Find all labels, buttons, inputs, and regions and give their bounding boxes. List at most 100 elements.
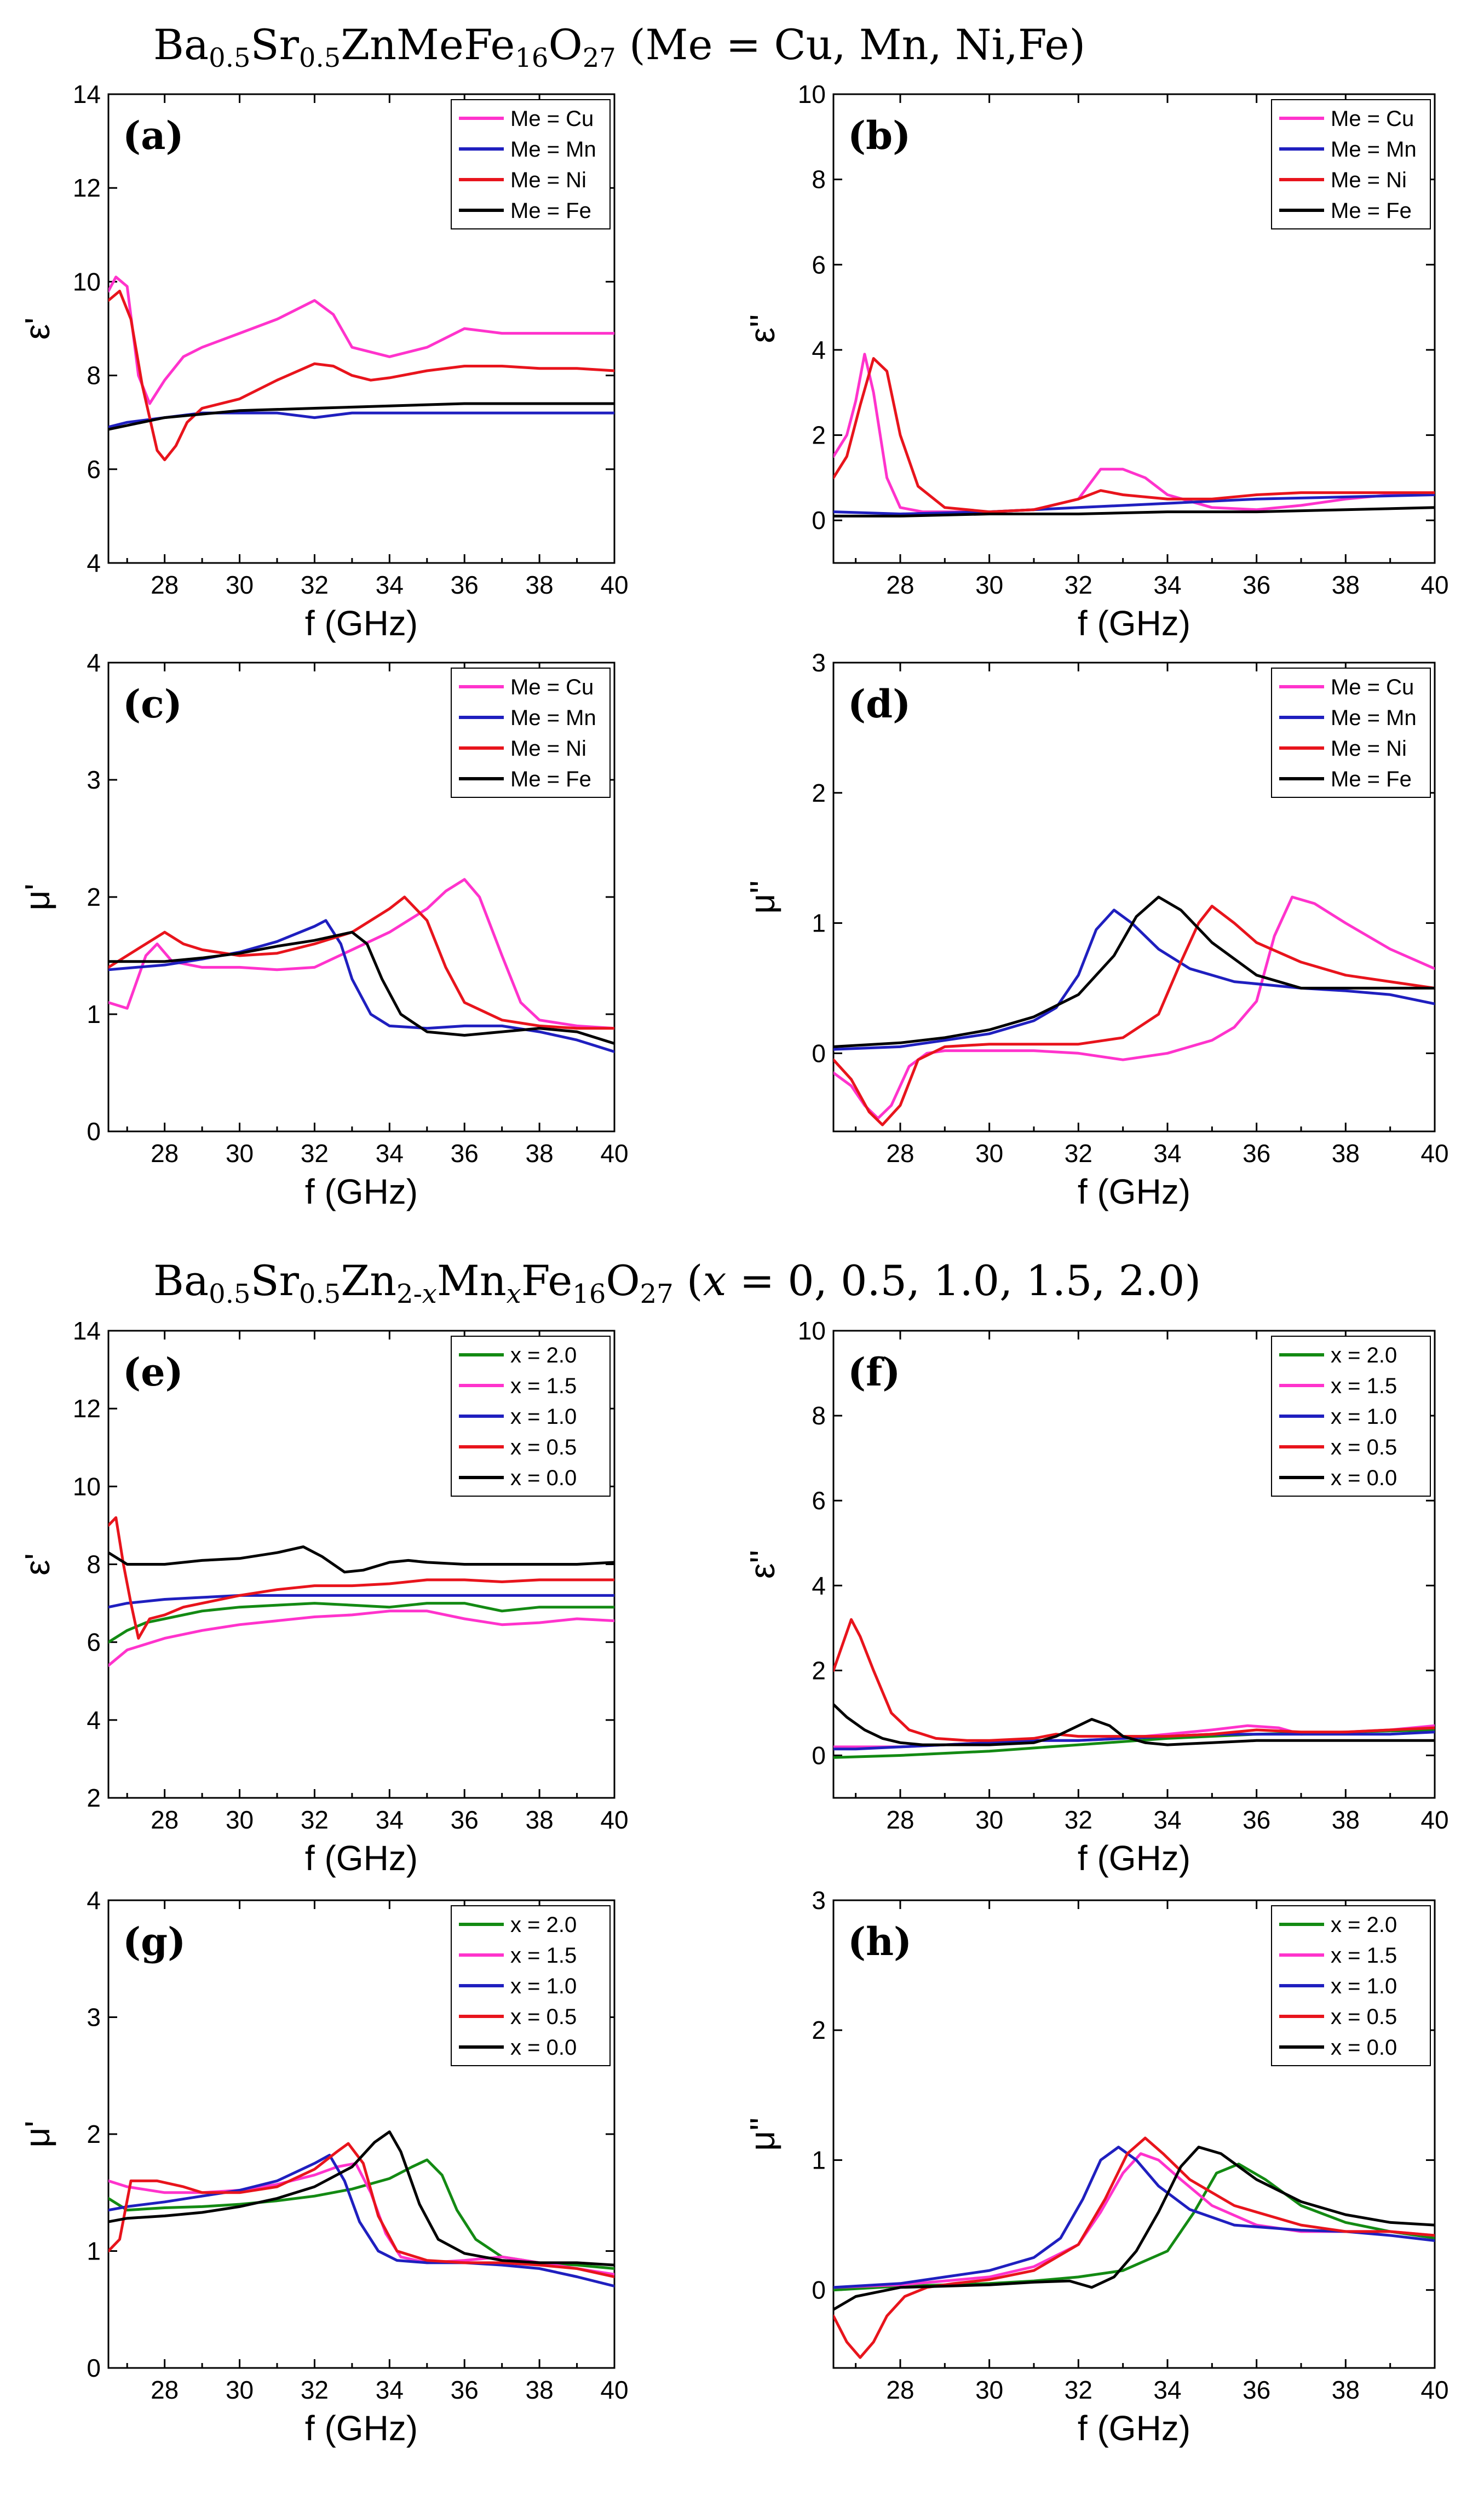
series-line-d-2 [833, 905, 1435, 1126]
legend-label: x = 0.0 [1331, 1466, 1397, 1490]
x-tick-label: 30 [226, 571, 254, 599]
x-axis-label: f (GHz) [1078, 1172, 1190, 1211]
plot-frame [832, 1899, 1436, 2369]
legend-label: x = 1.5 [1331, 1944, 1397, 1968]
panel-label: (b) [848, 113, 911, 158]
series-line-b-0 [833, 353, 1435, 514]
legend-label: x = 1.0 [1331, 1974, 1397, 1998]
y-tick-label: 6 [87, 455, 101, 484]
y-tick-label: 0 [812, 2276, 826, 2304]
y-axis-label: ε' [18, 318, 57, 340]
chart-f: 28 30 32 34 36 38 40 0 2 4 6 8 10 f (GHz) ε'' (f) x = 2.… [743, 1317, 1449, 1878]
y-tick-label: 10 [73, 1472, 101, 1501]
plot-frame [832, 662, 1436, 1132]
x-tick-label: 36 [1243, 571, 1270, 599]
chart-b: 28 30 32 34 36 38 40 0 2 4 6 8 10 f (GHz) ε'' (b) Me = C… [743, 80, 1449, 643]
x-tick-label: 32 [1065, 571, 1092, 599]
x-tick-label: 36 [451, 2376, 479, 2404]
legend-label: x = 0.0 [1331, 2036, 1397, 2060]
y-tick-label: 8 [812, 1401, 826, 1430]
x-tick-label: 32 [301, 571, 329, 599]
y-axis-label: μ'' [743, 880, 782, 913]
y-tick-label: 3 [87, 766, 101, 794]
y-axis-label: μ' [18, 2120, 57, 2147]
series-line-c-2 [108, 895, 614, 1030]
x-tick-label: 40 [600, 1139, 628, 1168]
y-tick-label: 1 [87, 2237, 101, 2266]
x-tick-label: 36 [451, 1139, 479, 1168]
y-tick-label: 2 [812, 2016, 826, 2044]
y-tick-label: 0 [87, 2354, 101, 2382]
series-line-c-3 [108, 930, 614, 1045]
top-series-title: Ba0.5Sr0.5ZnMeFe16O27 (Me = Cu, Mn, Ni,F… [153, 20, 1085, 73]
x-axis-label: f (GHz) [305, 1172, 418, 1211]
y-tick-label: 12 [73, 1394, 101, 1423]
legend-label: Me = Cu [510, 675, 594, 699]
y-tick-label: 4 [87, 1886, 101, 1915]
x-tick-label: 34 [376, 1806, 404, 1834]
x-tick-label: 34 [1153, 571, 1181, 599]
series-line-h-4 [833, 2146, 1435, 2311]
x-tick-label: 34 [1153, 2376, 1181, 2404]
x-tick-label: 38 [526, 1806, 554, 1834]
legend-label: Me = Mn [510, 137, 596, 162]
y-tick-label: 4 [87, 648, 101, 677]
y-tick-label: 8 [812, 165, 826, 194]
y-tick-label: 8 [87, 361, 101, 390]
y-tick-label: 10 [73, 267, 101, 296]
series-line-f-4 [833, 1703, 1435, 1746]
x-tick-label: 34 [376, 571, 404, 599]
legend-label: x = 0.5 [510, 1435, 577, 1459]
series-line-a-2 [108, 290, 614, 462]
panel-label: (g) [123, 1919, 186, 1964]
legend-label: x = 0.5 [1331, 2005, 1397, 2029]
chart-a: 28 30 32 34 36 38 40 4 6 8 10 12 14 f (GHz) ε' (a) Me = … [18, 80, 629, 643]
y-tick-label: 3 [812, 648, 826, 677]
legend-label: x = 1.5 [1331, 1374, 1397, 1398]
legend-label: x = 1.0 [1331, 1405, 1397, 1429]
chart-d: 28 30 32 34 36 38 40 0 1 2 3 f (GHz) μ'' (d) Me = Cu Me… [743, 648, 1449, 1211]
x-tick-label: 40 [1420, 1139, 1448, 1168]
legend-label: x = 1.5 [510, 1944, 577, 1968]
y-tick-label: 4 [87, 1706, 101, 1734]
series-line-h-1 [833, 2152, 1435, 2289]
series-line-d-3 [833, 895, 1435, 1048]
x-tick-label: 28 [886, 571, 914, 599]
x-tick-label: 40 [600, 1806, 628, 1834]
y-tick-label: 2 [87, 1784, 101, 1812]
legend-label: Me = Fe [510, 199, 591, 223]
legend-label: Me = Mn [1331, 137, 1417, 162]
y-tick-label: 6 [812, 250, 826, 279]
y-tick-label: 3 [87, 2003, 101, 2032]
series-line-f-3 [833, 1618, 1435, 1742]
legend [451, 99, 611, 229]
y-tick-label: 14 [73, 80, 101, 108]
series-line-h-0 [833, 2163, 1435, 2292]
series-line-e-0 [108, 1602, 614, 1644]
x-tick-label: 38 [526, 571, 554, 599]
series-line-e-2 [108, 1594, 614, 1609]
x-tick-label: 34 [1153, 1806, 1181, 1834]
legend-label: Me = Ni [1331, 737, 1407, 761]
legend [451, 668, 611, 798]
series-line-g-2 [108, 2153, 614, 2288]
x-tick-label: 40 [600, 2376, 628, 2404]
x-tick-label: 34 [1153, 1139, 1181, 1168]
legend-label: x = 2.0 [1331, 1913, 1397, 1937]
series-line-e-4 [108, 1545, 614, 1574]
x-tick-label: 32 [1065, 1139, 1092, 1168]
legend-label: Me = Ni [510, 168, 586, 192]
legend-label: Me = Mn [510, 706, 596, 730]
x-axis-label: f (GHz) [305, 603, 418, 643]
legend-label: x = 2.0 [1331, 1343, 1397, 1367]
series-line-h-2 [833, 2146, 1435, 2289]
x-tick-label: 30 [975, 571, 1003, 599]
y-tick-label: 4 [812, 1571, 826, 1600]
y-axis-label: ε'' [743, 314, 782, 343]
y-tick-label: 4 [812, 336, 826, 364]
plot-frame [832, 93, 1436, 564]
x-tick-label: 28 [886, 1139, 914, 1168]
series-line-d-0 [833, 895, 1435, 1120]
panel-label: (e) [123, 1349, 183, 1395]
